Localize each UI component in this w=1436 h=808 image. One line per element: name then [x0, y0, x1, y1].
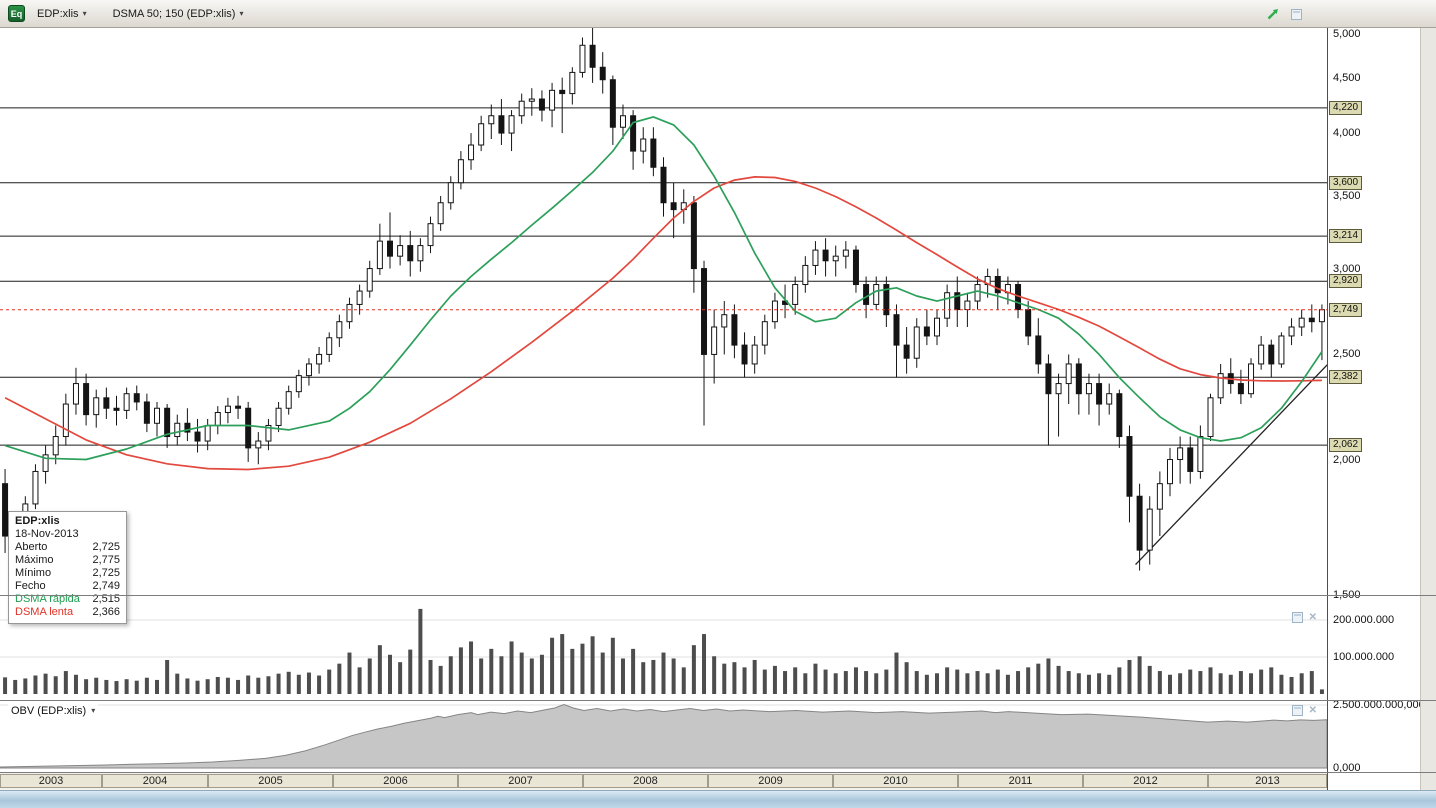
pane-divider[interactable]	[0, 595, 1436, 596]
tooltip-row-sma-slow: DSMA lenta 2,366	[15, 606, 120, 618]
price-axis-label: 2,000	[1333, 453, 1361, 466]
x-axis-year-label: 2005	[208, 774, 333, 788]
symbol-label: EDP:xlis	[37, 7, 79, 20]
chevron-down-icon: ▾	[82, 8, 87, 18]
obv-pane: OBV (EDP:xlis) ▾ ✕ OBV (EDP:xlis) OBV1.9…	[0, 700, 1327, 772]
x-axis-year-label: 2012	[1083, 774, 1208, 788]
price-level-box: 3,600	[1329, 175, 1363, 190]
maximize-pane-icon[interactable]	[1291, 705, 1303, 716]
toolbar: Eq EDP:xlis ▾ DSMA 50; 150 (EDP:xlis) ▾	[0, 0, 1436, 28]
chevron-down-icon: ▾	[91, 706, 96, 715]
obv-pane-header[interactable]: OBV (EDP:xlis) ▾	[8, 704, 99, 718]
x-axis-year-label: 2007	[458, 774, 583, 788]
obv-axis-label: 0,000	[1333, 762, 1361, 774]
chevron-down-icon: ▾	[239, 8, 244, 18]
indicator-label: DSMA 50; 150 (EDP:xlis)	[112, 7, 236, 20]
price-axis-label: 2,500	[1333, 348, 1361, 361]
equity-logo-icon: Eq	[8, 5, 25, 22]
obv-axis-label: 2.500.000.000,000	[1333, 699, 1425, 711]
price-axis-label: 3,500	[1333, 189, 1361, 202]
volume-chart-canvas[interactable]	[0, 595, 1327, 700]
price-level-box: 2,382	[1329, 370, 1363, 385]
tooltip-date: 18-Nov-2013	[15, 528, 79, 540]
equity-logo-label: Eq	[10, 8, 23, 19]
last-price-box: 2,749	[1329, 302, 1363, 317]
right-scrollbar[interactable]	[1420, 28, 1436, 790]
volume-pane-tools: ✕	[1291, 612, 1317, 623]
price-axis-label: 4,000	[1333, 127, 1361, 140]
tooltip-row-close: Fecho 2,749	[15, 580, 120, 592]
pane-divider	[0, 772, 1436, 773]
x-axis-year-label: 2003	[0, 774, 102, 788]
obv-pane-title: OBV (EDP:xlis)	[11, 705, 87, 717]
indicator-dropdown[interactable]: DSMA 50; 150 (EDP:xlis) ▾	[107, 5, 250, 23]
tooltip-symbol: EDP:xlis	[15, 515, 60, 527]
price-axis[interactable]: 5,000 4,500 4,000 3,500 3,000 2,500 2,000 1,500…	[1327, 28, 1425, 790]
symbol-dropdown[interactable]: EDP:xlis ▾	[31, 5, 93, 23]
price-level-box: 3,214	[1329, 229, 1363, 244]
tooltip-row-open: Aberto 2,725	[15, 541, 120, 553]
price-pane-tools	[1266, 7, 1302, 21]
growth-arrow-icon[interactable]	[1266, 7, 1280, 21]
chart-horizontal-scrollbar[interactable]	[0, 790, 1436, 808]
price-level-box: 2,920	[1329, 274, 1363, 289]
x-axis-year-label: 2009	[708, 774, 833, 788]
tooltip-row-sma-fast: DSMA rápida 2,515	[15, 593, 120, 605]
price-axis-label: 5,000	[1333, 28, 1361, 40]
tooltip-row-high: Máximo 2,775	[15, 554, 120, 566]
price-pane: EDP:xlis 18-Nov-2013 Aberto 2,725 Máximo 2…	[0, 28, 1327, 624]
time-axis: 2003 2004 2005 2006 2007 2008 2009 2010 2011 2012…	[0, 772, 1327, 790]
pane-divider[interactable]	[0, 700, 1436, 701]
tooltip-row-low: Mínimo 2,725	[15, 567, 120, 579]
price-level-box: 4,220	[1329, 100, 1363, 115]
price-chart-canvas[interactable]	[0, 28, 1327, 595]
maximize-pane-icon[interactable]	[1291, 612, 1303, 623]
x-axis-year-label: 2011	[958, 774, 1083, 788]
price-axis-label: 4,500	[1333, 71, 1361, 84]
x-axis-year-label: 2004	[102, 774, 208, 788]
volume-axis-label: 100.000.000	[1333, 651, 1395, 663]
volume-axis-label: 200.000.000	[1333, 614, 1395, 626]
x-axis-year-label: 2008	[583, 774, 708, 788]
ohlc-tooltip: EDP:xlis 18-Nov-2013 Aberto 2,725 Máximo 2…	[8, 511, 127, 624]
maximize-pane-icon[interactable]	[1291, 8, 1302, 20]
x-axis-year-label: 2006	[333, 774, 458, 788]
obv-chart-canvas[interactable]	[0, 700, 1327, 772]
x-axis-year-label: 2010	[833, 774, 958, 788]
close-pane-icon[interactable]: ✕	[1308, 612, 1317, 623]
obv-pane-tools: ✕	[1291, 705, 1317, 716]
price-axis-label: 3,000	[1333, 262, 1361, 275]
price-level-box: 2,062	[1329, 438, 1363, 453]
volume-pane: Volume (EDP:xlis) ▾ ✕ Volume (EDP:xlis) …	[0, 595, 1327, 700]
close-pane-icon[interactable]: ✕	[1308, 705, 1317, 716]
x-axis-year-label: 2013	[1208, 774, 1327, 788]
